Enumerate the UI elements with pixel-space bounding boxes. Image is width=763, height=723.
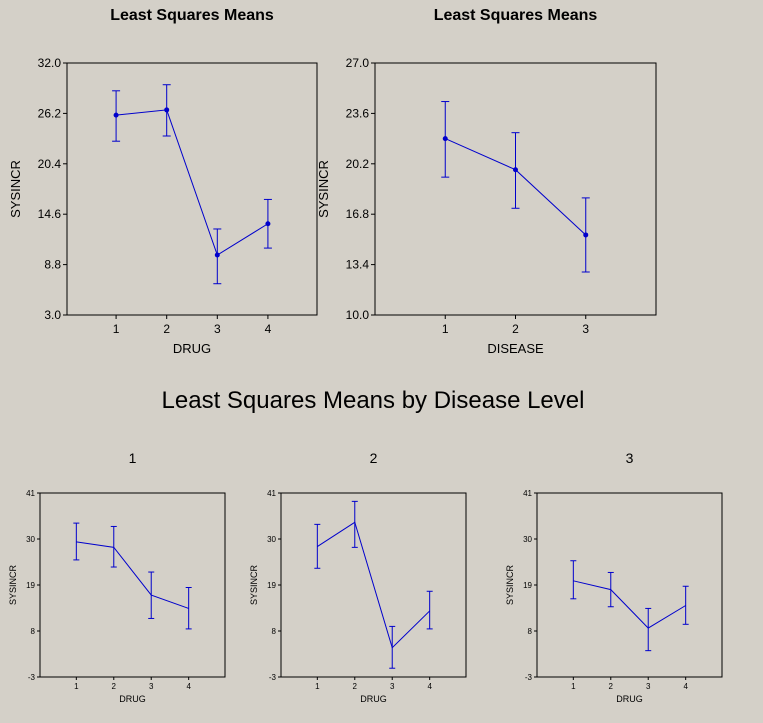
y-tick-label: 8	[31, 627, 36, 636]
error-bar	[110, 525, 117, 568]
y-axis-label: SYSINCR	[8, 564, 18, 605]
y-tick-label: 32.0	[38, 56, 62, 70]
y-tick-label: 14.6	[38, 207, 62, 221]
y-tick-label: 13.4	[346, 258, 370, 272]
y-tick-label: 19	[267, 581, 276, 590]
y-tick-label: 41	[523, 489, 532, 498]
y-tick-label: 16.8	[346, 207, 370, 221]
error-bar	[607, 571, 614, 608]
y-tick-label: -3	[28, 673, 36, 682]
x-tick-label: 2	[163, 322, 170, 336]
error-bar	[645, 607, 652, 652]
y-tick-label: 3.0	[44, 308, 61, 322]
data-point	[113, 112, 119, 118]
chart-1: Least Squares Means 3.0 8.8 14.6 20.4 26.2 32.…	[8, 7, 318, 356]
error-bar	[351, 500, 358, 548]
chart-5: 3 -3 8 19 30 41 1 2 3 4 DRUG SYSINCR	[505, 450, 723, 704]
data-point	[583, 232, 589, 238]
chart-title: Least Squares Means	[110, 7, 274, 24]
y-tick-label: 30	[523, 535, 532, 544]
x-axis-label: DRUG	[119, 694, 146, 704]
y-tick-label: 20.2	[346, 157, 370, 171]
y-axis-label: SYSINCR	[249, 564, 259, 605]
x-tick-label: 2	[512, 322, 519, 336]
x-tick-label: 4	[186, 682, 191, 691]
chart-3: 1 -3 8 19 30 41 1 2 3 4 DRUG SYSINCR	[8, 450, 226, 704]
y-axis-label: SYSINCR	[505, 564, 515, 605]
y-tick-label: 26.2	[38, 106, 62, 120]
y-tick-label: 8	[528, 627, 533, 636]
y-tick-label: 30	[26, 535, 35, 544]
y-tick-label: 19	[523, 581, 532, 590]
x-tick-label: 3	[390, 682, 395, 691]
x-tick-label: 1	[74, 682, 79, 691]
error-bar	[682, 585, 689, 625]
x-tick-label: 4	[265, 322, 272, 336]
plot-frame	[66, 62, 318, 316]
y-tick-label: 8	[272, 627, 277, 636]
x-axis-label: DRUG	[616, 694, 643, 704]
x-tick-label: 4	[427, 682, 432, 691]
chart-title: 2	[370, 450, 378, 466]
y-tick-label: 8.8	[44, 258, 61, 272]
error-bar	[426, 590, 433, 630]
data-point	[214, 252, 220, 258]
x-axis-label: DRUG	[173, 341, 211, 356]
data-point	[513, 167, 518, 173]
y-tick-label: -3	[525, 673, 533, 682]
y-tick-label: 20.4	[38, 157, 62, 171]
chart-title: Least Squares Means	[434, 7, 598, 24]
y-tick-label: 23.6	[346, 106, 370, 120]
chart-title: 3	[626, 450, 634, 466]
x-axis-label: DISEASE	[487, 341, 544, 356]
x-tick-label: 2	[353, 682, 358, 691]
y-tick-label: 27.0	[346, 56, 370, 70]
chart-title: 1	[129, 450, 137, 466]
x-tick-label: 1	[113, 322, 120, 336]
y-tick-label: 19	[26, 581, 35, 590]
error-bar	[148, 571, 155, 619]
y-tick-label: 10.0	[346, 308, 370, 322]
series-line	[573, 580, 686, 629]
x-tick-label: 4	[683, 682, 688, 691]
data-point	[265, 221, 271, 227]
x-axis-label: DRUG	[360, 694, 387, 704]
y-tick-label: 41	[26, 489, 35, 498]
y-tick-label: 30	[267, 535, 276, 544]
x-tick-label: 3	[582, 322, 589, 336]
super-title: Least Squares Means by Disease Level	[162, 387, 585, 414]
x-tick-label: 1	[315, 682, 320, 691]
x-tick-label: 2	[112, 682, 117, 691]
series-line	[76, 541, 189, 609]
data-point	[164, 107, 170, 113]
error-bar	[73, 522, 80, 561]
x-tick-label: 1	[571, 682, 576, 691]
chart-4: 2 -3 8 19 30 41 1 2 3 4 DRUG SYSINCR	[249, 450, 467, 704]
series-line	[116, 109, 269, 256]
x-tick-label: 3	[149, 682, 154, 691]
error-bar	[185, 587, 192, 630]
data-point	[442, 136, 448, 142]
error-bar	[389, 625, 396, 669]
plot-frame	[536, 492, 723, 678]
x-tick-label: 3	[214, 322, 221, 336]
y-tick-label: -3	[269, 673, 277, 682]
y-axis-label: SYSINCR	[316, 160, 331, 218]
y-axis-label: SYSINCR	[8, 160, 23, 218]
error-bar	[314, 523, 321, 569]
plot-frame	[39, 492, 226, 678]
chart-2: Least Squares Means 10.0 13.4 16.8 20.2 23.6 2…	[316, 7, 657, 356]
y-tick-label: 41	[267, 489, 276, 498]
error-bar	[570, 560, 577, 600]
x-tick-label: 2	[609, 682, 614, 691]
x-tick-label: 3	[646, 682, 651, 691]
x-tick-label: 1	[442, 322, 449, 336]
series-line	[317, 521, 431, 649]
